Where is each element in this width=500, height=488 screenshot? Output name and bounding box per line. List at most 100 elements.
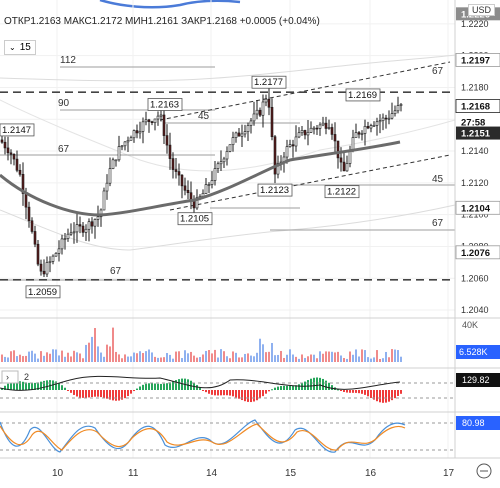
volume-bar (247, 353, 249, 362)
volume-bar (106, 344, 108, 362)
histogram-bar (55, 381, 57, 390)
volume-bar (94, 328, 96, 362)
price-axis[interactable] (455, 0, 500, 458)
level-number: 45 (198, 111, 210, 122)
volume-bar (235, 352, 237, 362)
histogram-bar (205, 390, 207, 393)
chevron-icon: › (6, 372, 9, 382)
stochastic-value: 80.98 (462, 418, 485, 428)
histogram-bar (343, 390, 345, 392)
volume-bar (382, 358, 384, 362)
indicator-period: 2 (24, 372, 29, 382)
price-label-box (0, 123, 35, 137)
volume-bar (307, 356, 309, 362)
volume-bar (4, 356, 6, 362)
key-levels (0, 91, 455, 281)
candle-body (114, 159, 118, 162)
histogram-bar (37, 382, 39, 390)
x-tick-label: 15 (285, 468, 297, 479)
candle-body (273, 136, 277, 175)
histogram-bar (46, 380, 48, 390)
volume-bar (316, 358, 318, 362)
interval-button[interactable]: ⌄ 15 (4, 40, 36, 55)
volume-bar (340, 355, 342, 362)
candle-body (147, 119, 151, 122)
candle-body (342, 161, 346, 172)
volume-bar (244, 353, 246, 362)
volume-bar (34, 353, 36, 362)
price-label: 1.2169 (348, 90, 377, 101)
histogram-bar (58, 383, 60, 390)
volume-bar (313, 354, 315, 362)
volume-bar (118, 354, 120, 362)
settings-icon[interactable] (476, 463, 492, 479)
histogram-bar (340, 390, 342, 391)
histogram-bar (175, 380, 177, 390)
candle-body (276, 163, 280, 175)
volume-bar (52, 349, 54, 362)
indicator-value: 129.82 (462, 375, 490, 385)
histogram-bar (346, 390, 348, 393)
volume-bar (346, 358, 348, 362)
volume-bar (40, 351, 42, 362)
candle-body (210, 180, 214, 185)
y-tick-label: 1.2180 (461, 82, 489, 92)
candle-body (162, 114, 166, 136)
indicator-collapse-button[interactable] (1, 370, 19, 384)
candle-body (144, 119, 148, 123)
volume-scale-label: 40K (462, 320, 478, 330)
candle-body (231, 137, 235, 146)
candle-body (123, 141, 127, 147)
volume-bar (184, 350, 186, 362)
histogram-bar (316, 377, 318, 390)
histogram-bar (247, 390, 249, 402)
candle-body (117, 146, 121, 161)
histogram-bar (121, 390, 123, 400)
histogram-bar (202, 390, 204, 391)
volume-bar (370, 358, 372, 362)
histogram-bar (43, 380, 45, 390)
candle-body (66, 233, 70, 239)
volume-bar (160, 357, 162, 362)
price-label-box (147, 98, 183, 111)
candle-body (120, 145, 124, 148)
x-axis-ticks: 10 11 14 15 16 17 (52, 468, 455, 479)
histogram-bar (379, 390, 381, 403)
candle-body (177, 171, 181, 176)
histogram-bar (397, 390, 399, 396)
candle-body (228, 144, 232, 152)
histogram-bar (253, 390, 255, 402)
histogram-bar (7, 383, 9, 390)
candle-body (0, 139, 4, 143)
candle-body (216, 163, 220, 169)
volume-bar (55, 349, 57, 362)
candle-body (303, 130, 307, 136)
candle-body (396, 105, 400, 112)
histogram-bar (109, 390, 111, 400)
histogram-bar (259, 390, 261, 399)
price-label-box (257, 183, 293, 197)
candle-body (156, 115, 160, 120)
histogram-bar (13, 381, 15, 390)
candle-body (93, 219, 97, 227)
histogram-bar (148, 383, 150, 390)
volume-bar (334, 352, 336, 362)
volume-bar (31, 350, 33, 362)
volume-bar (169, 354, 171, 362)
candle-body (312, 127, 316, 130)
level-number: 67 (110, 266, 122, 277)
candle-body (60, 238, 64, 250)
level-number: 90 (58, 98, 70, 109)
volume-bar (337, 351, 339, 362)
candle-body (6, 147, 10, 154)
volume-bar (19, 354, 21, 362)
channel-bands (0, 54, 456, 251)
histogram-bar (376, 390, 378, 402)
histogram-bar (394, 390, 396, 399)
volume-bar (25, 355, 27, 362)
currency-label[interactable]: USD (468, 4, 496, 16)
volume-bar (100, 352, 102, 362)
candle-body (378, 120, 382, 123)
volume-bar (145, 351, 147, 362)
